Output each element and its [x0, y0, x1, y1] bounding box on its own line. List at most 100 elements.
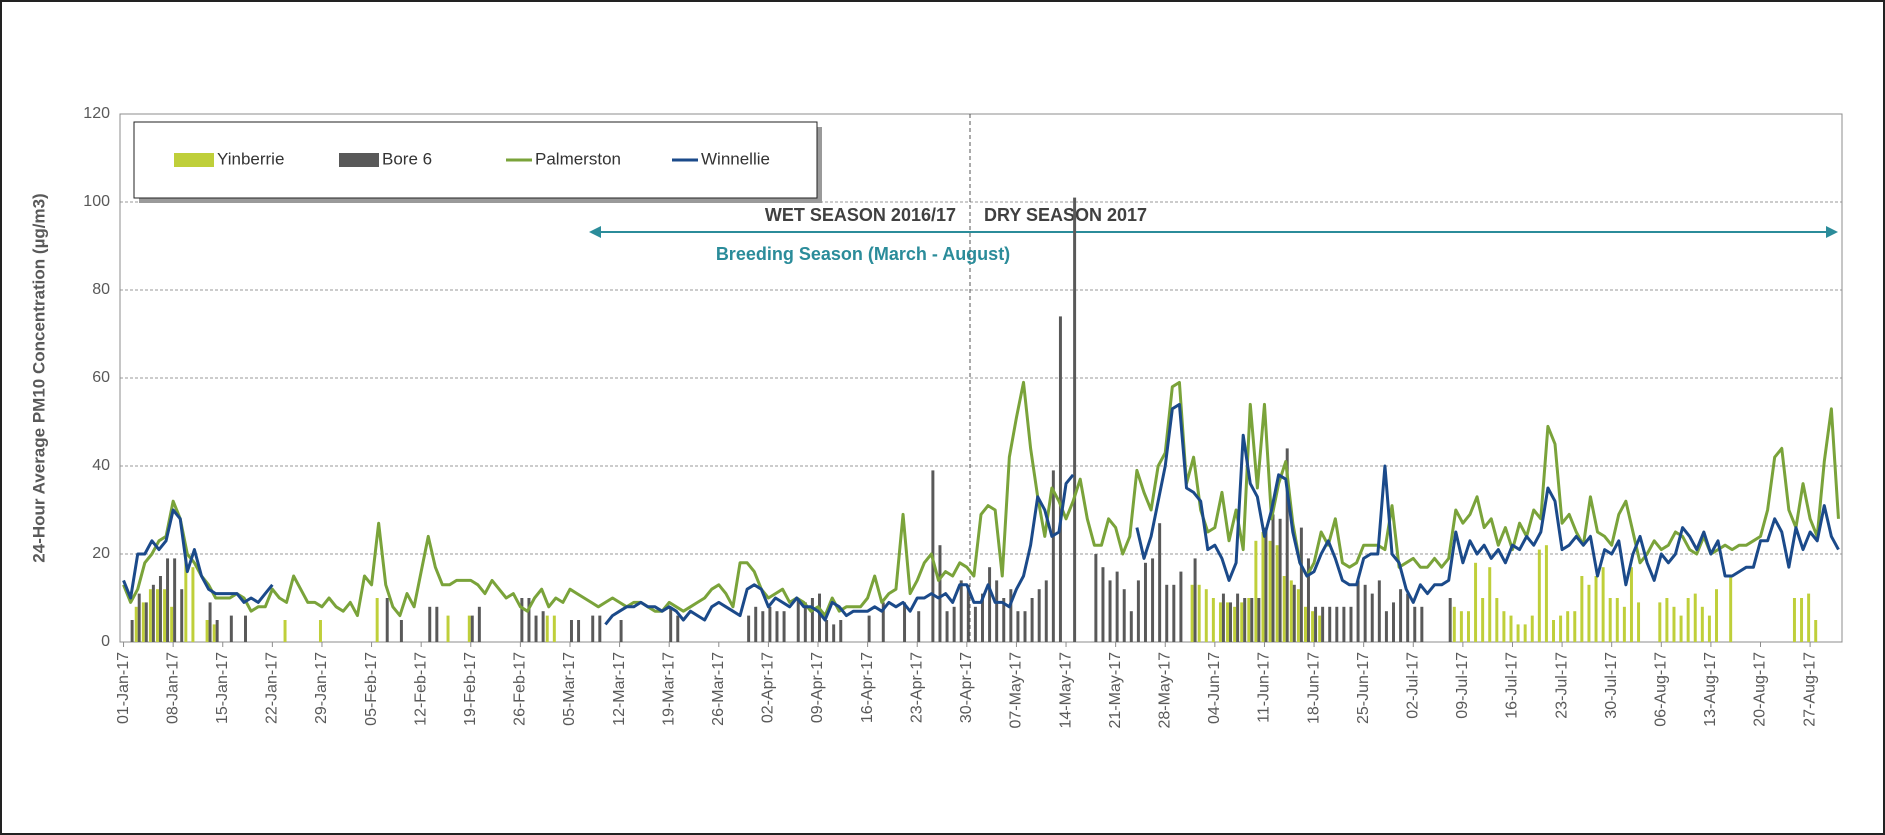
bar	[1009, 589, 1013, 642]
annotation: Breeding Season (March - August)	[716, 244, 1010, 264]
bar	[1807, 593, 1811, 642]
bar	[796, 598, 800, 642]
bar	[818, 593, 821, 642]
x-tick-label: 26-Feb-17	[512, 652, 529, 726]
bar	[1693, 593, 1697, 642]
bar	[137, 593, 141, 642]
bar	[839, 620, 843, 642]
bar	[470, 615, 474, 642]
bar	[1247, 598, 1251, 642]
bar	[215, 620, 219, 642]
bar	[1250, 598, 1254, 642]
x-tick-label: 11-Jun-17	[1256, 652, 1273, 723]
bar	[1328, 606, 1332, 642]
bar	[1158, 523, 1162, 642]
bar	[1257, 598, 1261, 642]
y-axis-title: 24-Hour Average PM10 Concentration (µg/m…	[29, 193, 48, 562]
bar	[747, 615, 751, 642]
bar	[1190, 584, 1194, 642]
bar	[966, 584, 970, 642]
bar	[1115, 571, 1119, 642]
bar	[1296, 589, 1300, 642]
bar	[881, 602, 885, 642]
bar	[1278, 518, 1282, 642]
bar	[1204, 589, 1208, 642]
legend-box	[133, 121, 818, 199]
bar	[1601, 567, 1605, 642]
bar	[180, 589, 184, 642]
bar	[669, 606, 673, 642]
bar	[520, 598, 524, 642]
bar	[1715, 589, 1718, 642]
legend-label: Palmerston	[535, 149, 621, 168]
bar	[569, 620, 573, 642]
x-tick-label: 12-Mar-17	[611, 652, 628, 726]
bar	[1051, 470, 1055, 642]
x-tick-label: 14-May-17	[1057, 652, 1074, 729]
bar	[1615, 598, 1619, 642]
bar	[1370, 593, 1374, 642]
bar	[973, 606, 977, 642]
bar	[1466, 611, 1470, 642]
x-tick-label: 02-Jul-17	[1404, 652, 1421, 719]
bar	[988, 567, 992, 642]
bar	[1058, 316, 1062, 642]
bar	[477, 606, 481, 642]
bar	[782, 611, 786, 642]
bar	[1552, 620, 1555, 642]
bar	[1233, 606, 1237, 642]
bar	[244, 615, 247, 642]
bar	[134, 606, 138, 642]
bar	[1672, 606, 1676, 642]
bar	[1637, 602, 1641, 642]
bar	[1318, 615, 1322, 642]
bar	[1356, 580, 1360, 642]
legend-swatch	[174, 153, 214, 167]
legend-label: Winnellie	[701, 149, 770, 168]
bar	[995, 580, 999, 642]
arrow-head	[589, 226, 601, 238]
bar	[1580, 576, 1584, 642]
bar	[1420, 606, 1424, 642]
x-tick-label: 26-Mar-17	[710, 652, 727, 726]
bar	[832, 624, 836, 642]
bar	[1459, 611, 1463, 642]
bar	[1292, 584, 1296, 642]
line	[122, 402, 1840, 626]
bar	[1349, 606, 1353, 642]
bar	[1587, 584, 1591, 642]
bar	[867, 615, 871, 642]
bar	[1299, 527, 1303, 642]
bar	[959, 580, 963, 642]
bar	[130, 620, 134, 642]
bar	[1707, 615, 1711, 642]
bar	[1226, 602, 1230, 642]
x-tick-label: 29-Jan-17	[313, 652, 330, 724]
bar	[385, 598, 389, 642]
bar	[1306, 558, 1310, 642]
bar	[981, 593, 984, 642]
bar	[1122, 589, 1126, 642]
bar	[467, 615, 471, 642]
bar	[534, 615, 538, 642]
bar	[283, 620, 287, 642]
bar	[1271, 514, 1275, 642]
bar	[1399, 589, 1403, 642]
bar	[1073, 197, 1077, 642]
bar	[1377, 580, 1381, 642]
y-tick-label: 120	[83, 105, 110, 122]
bar	[1218, 602, 1222, 642]
bar	[1700, 606, 1704, 642]
x-tick-label: 19-Mar-17	[660, 652, 677, 726]
bar	[158, 576, 162, 642]
bar	[1481, 598, 1485, 642]
bar	[1406, 593, 1410, 642]
bar	[1240, 602, 1244, 642]
x-tick-label: 04-Jun-17	[1206, 652, 1223, 724]
y-tick-label: 40	[92, 457, 110, 474]
x-tick-label: 16-Apr-17	[859, 652, 876, 723]
bar	[1151, 558, 1155, 642]
bar	[938, 545, 942, 642]
x-tick-label: 18-Jun-17	[1305, 652, 1322, 724]
bar	[191, 567, 195, 642]
